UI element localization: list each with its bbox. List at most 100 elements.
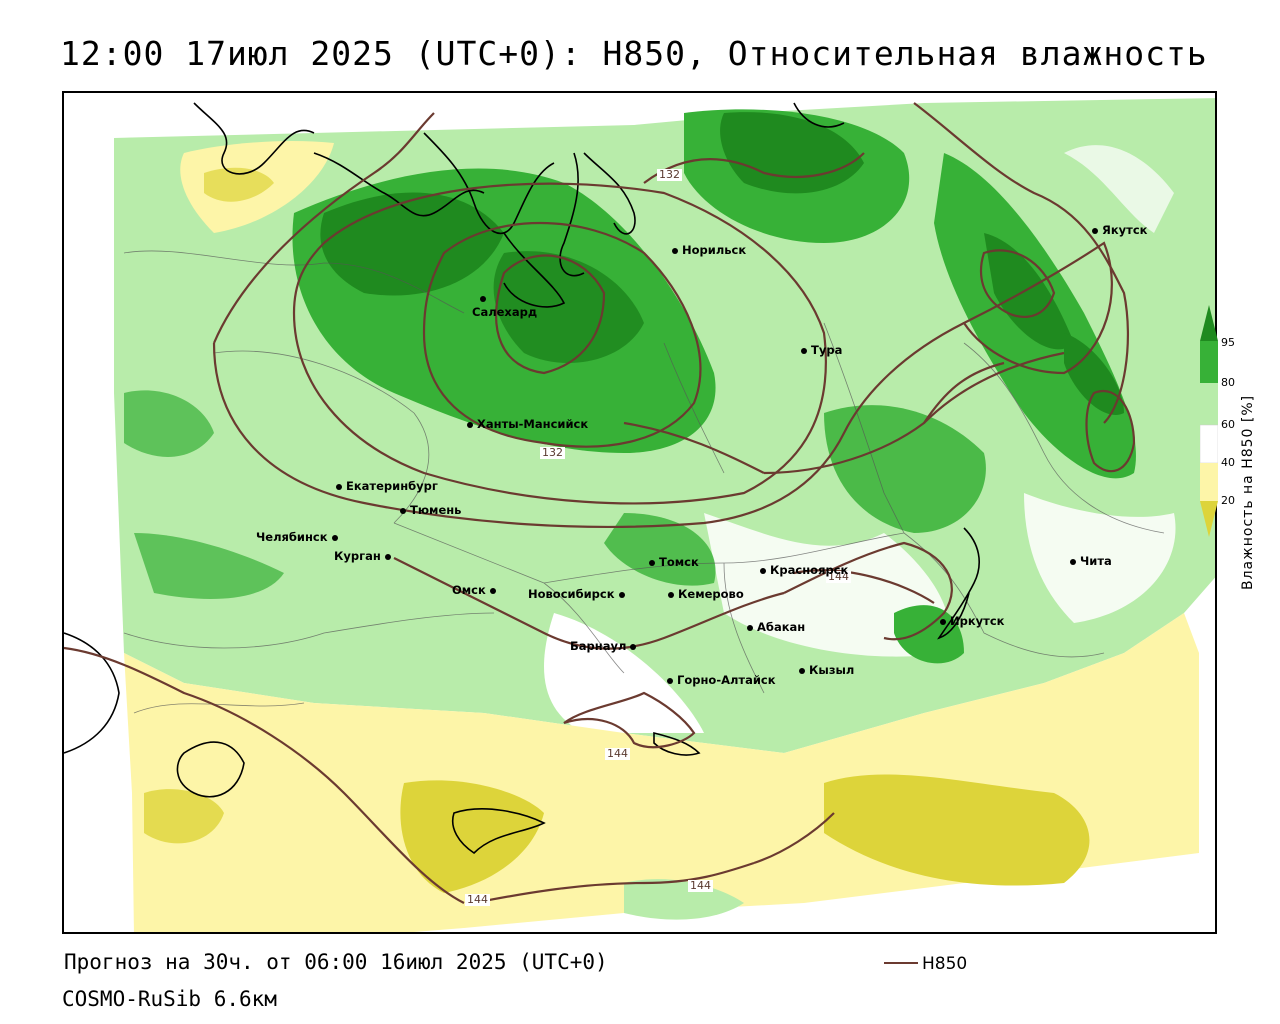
city-dot-icon bbox=[668, 591, 674, 598]
colorbar-tick: 20 bbox=[1221, 494, 1235, 507]
patch-80-95-west3 bbox=[134, 533, 284, 599]
patch-above95-b bbox=[493, 251, 644, 363]
city-dot-icon bbox=[618, 591, 625, 598]
colorbar-60-80 bbox=[1200, 383, 1218, 425]
city-dot-icon bbox=[1070, 558, 1076, 565]
city-label: Тюмень bbox=[410, 503, 462, 517]
city-label: Курган bbox=[334, 549, 381, 563]
city-label: Ханты-Мансийск bbox=[477, 417, 589, 431]
city-dot-icon bbox=[799, 667, 805, 674]
colorbar-tick: 60 bbox=[1221, 418, 1235, 431]
city-label: Норильск bbox=[682, 243, 747, 257]
patch-40-60-b bbox=[704, 513, 950, 657]
city-dot-icon bbox=[467, 421, 473, 428]
city-marker[interactable]: Тура bbox=[801, 343, 842, 357]
city-label: Красноярск bbox=[770, 563, 849, 577]
patch-60-80-south bbox=[624, 879, 744, 920]
patch-below20-north2 bbox=[204, 167, 274, 202]
patch-80-95-south bbox=[604, 513, 716, 586]
city-dot-icon bbox=[940, 618, 946, 625]
city-dot-icon bbox=[400, 507, 406, 514]
city-marker[interactable]: Якутск bbox=[1092, 223, 1147, 237]
h850-contours bbox=[64, 102, 1136, 905]
city-marker[interactable]: Челябинск bbox=[256, 530, 338, 544]
city-label: Томск bbox=[659, 555, 699, 569]
contour-label: 144 bbox=[688, 879, 713, 892]
patch-above95-a bbox=[320, 192, 504, 296]
city-marker[interactable]: Абакан bbox=[747, 620, 805, 634]
contour-label: 132 bbox=[657, 168, 682, 181]
patch-below20-a bbox=[400, 780, 544, 893]
city-dot-icon bbox=[336, 483, 342, 490]
city-label: Абакан bbox=[757, 620, 806, 634]
city-marker[interactable]: Новосибирск bbox=[528, 587, 625, 601]
colorbar-title: Влажность на H850 [%] bbox=[1240, 394, 1256, 590]
patch-80-95-west2 bbox=[124, 390, 214, 457]
contour-label: 144 bbox=[465, 893, 490, 906]
city-marker[interactable]: Красноярск bbox=[760, 563, 848, 577]
map-title: 12:00 17июл 2025 (UTC+0): H850, Относите… bbox=[60, 34, 1208, 73]
patch-40-60-d bbox=[1064, 145, 1174, 233]
city-label: Кемерово bbox=[678, 587, 744, 601]
forecast-info: Прогноз на 30ч. от 06:00 16июл 2025 (UTC… bbox=[64, 950, 608, 974]
contour-label: 144 bbox=[605, 747, 630, 760]
city-marker[interactable]: Тюмень bbox=[400, 503, 461, 517]
city-marker[interactable]: Курган bbox=[334, 549, 391, 563]
city-label: Иркутск bbox=[950, 614, 1005, 628]
city-dot-icon bbox=[384, 553, 391, 560]
city-label: Чита bbox=[1080, 554, 1112, 568]
colorbar-80-95 bbox=[1200, 341, 1218, 383]
city-label: Салехард bbox=[472, 305, 538, 319]
city-label: Барнаул bbox=[570, 639, 627, 653]
h850-legend-line-icon bbox=[884, 962, 918, 964]
city-marker[interactable]: Иркутск bbox=[940, 614, 1004, 628]
colorbar-40-60 bbox=[1200, 424, 1218, 464]
city-marker[interactable]: Чита bbox=[1070, 554, 1112, 568]
patch-above95-e bbox=[1064, 333, 1124, 415]
city-dot-icon bbox=[760, 567, 766, 574]
city-dot-icon bbox=[489, 587, 496, 594]
colorbar-below20 bbox=[1200, 501, 1218, 537]
model-info: COSMO-RuSib 6.6км bbox=[62, 987, 277, 1011]
city-marker[interactable]: Омск bbox=[452, 583, 496, 597]
city-label: Новосибирск bbox=[528, 587, 615, 601]
city-dot-icon bbox=[649, 559, 655, 566]
coastlines bbox=[64, 102, 980, 855]
city-label: Тура bbox=[811, 343, 843, 357]
h850-legend-label: H850 bbox=[922, 954, 968, 974]
city-marker[interactable]: Ханты-Мансийск bbox=[467, 417, 588, 431]
humidity-colorbar bbox=[1200, 305, 1218, 537]
patch-above95-d bbox=[984, 233, 1074, 350]
city-dot-icon bbox=[1092, 227, 1098, 234]
city-marker[interactable] bbox=[480, 291, 486, 305]
city-dot-icon bbox=[801, 347, 807, 354]
city-dot-icon bbox=[480, 295, 486, 302]
colorbar-tick: 80 bbox=[1221, 376, 1235, 389]
city-label: Омск bbox=[452, 583, 486, 597]
city-dot-icon bbox=[747, 624, 753, 631]
city-dot-icon bbox=[630, 643, 637, 650]
city-marker[interactable]: Норильск bbox=[672, 243, 746, 257]
humidity-field bbox=[64, 98, 1215, 932]
patch-40-60-c bbox=[1024, 493, 1176, 623]
city-dot-icon bbox=[667, 677, 673, 684]
patch-below20-b bbox=[824, 774, 1090, 886]
contour-label: 132 bbox=[540, 446, 565, 459]
city-dot-icon bbox=[672, 247, 678, 254]
patch-80-95-irkutsk bbox=[894, 605, 964, 664]
map-area[interactable]: 132 132 144 144 144 144 Салехард Норильс… bbox=[62, 91, 1217, 934]
city-marker[interactable]: Горно-Алтайск bbox=[667, 673, 776, 687]
city-marker[interactable]: Кемерово bbox=[668, 587, 744, 601]
colorbar-tick: 95 bbox=[1221, 336, 1235, 349]
city-label: Челябинск bbox=[256, 530, 328, 544]
colorbar-20-40 bbox=[1200, 463, 1218, 501]
city-label: Екатеринбург bbox=[346, 479, 438, 493]
patch-80-95-center bbox=[824, 405, 986, 533]
city-label: Кызыл bbox=[809, 663, 855, 677]
city-marker[interactable]: Екатеринбург bbox=[336, 479, 438, 493]
city-marker[interactable]: Томск bbox=[649, 555, 699, 569]
city-label: Горно-Алтайск bbox=[677, 673, 776, 687]
city-label: Якутск bbox=[1102, 223, 1148, 237]
city-marker[interactable]: Барнаул bbox=[570, 639, 637, 653]
city-marker[interactable]: Кызыл bbox=[799, 663, 854, 677]
